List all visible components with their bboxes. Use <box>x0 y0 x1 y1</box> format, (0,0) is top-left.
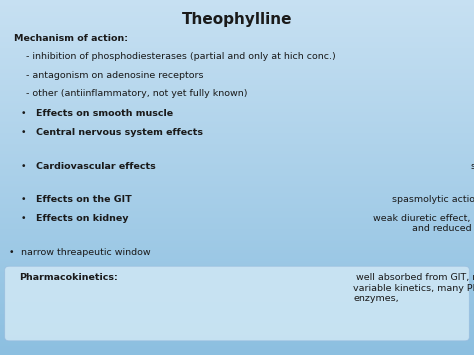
Text: •: • <box>21 128 27 137</box>
Text: Effects on kidney: Effects on kidney <box>36 214 128 223</box>
Text: Pharmacokinetics:: Pharmacokinetics: <box>19 273 118 282</box>
Text: stimulation of the heart (positive chronotropic
              and inotropic acti: stimulation of the heart (positive chron… <box>468 162 474 181</box>
Text: - inhibition of phosphodiesterases (partial and only at hich conc.): - inhibition of phosphodiesterases (part… <box>14 52 336 61</box>
Text: Effects on smooth muscle: Effects on smooth muscle <box>36 109 173 119</box>
Text: weak diuretic effect, involving both increased GF
              and reduced reab: weak diuretic effect, involving both inc… <box>370 214 474 233</box>
Text: •: • <box>21 109 27 119</box>
Text: •: • <box>21 214 27 223</box>
Text: Mechanism of action:: Mechanism of action: <box>14 34 128 43</box>
Text: - other (antiinflammatory, not yet fully known): - other (antiinflammatory, not yet fully… <box>14 89 248 98</box>
Text: Theophylline: Theophylline <box>182 12 292 27</box>
Text: - antagonism on adenosine receptors: - antagonism on adenosine receptors <box>14 71 204 80</box>
Text: Central nervous system effects: Central nervous system effects <box>36 128 202 137</box>
Text: spasmolytic action, increase in HCL secretion: spasmolytic action, increase in HCL secr… <box>390 195 474 204</box>
Text: •: • <box>21 162 27 171</box>
FancyBboxPatch shape <box>5 266 469 341</box>
Text: narrow threapeutic window: narrow threapeutic window <box>21 247 151 257</box>
Text: Cardiovascular effects: Cardiovascular effects <box>36 162 155 171</box>
Text: •: • <box>21 195 27 204</box>
Text: well absorbed from GIT, metabolised in the liver,
variable kinetics, many PK int: well absorbed from GIT, metabolised in t… <box>353 273 474 303</box>
Text: •: • <box>9 247 15 257</box>
Text: Effects on the GIT: Effects on the GIT <box>36 195 131 204</box>
